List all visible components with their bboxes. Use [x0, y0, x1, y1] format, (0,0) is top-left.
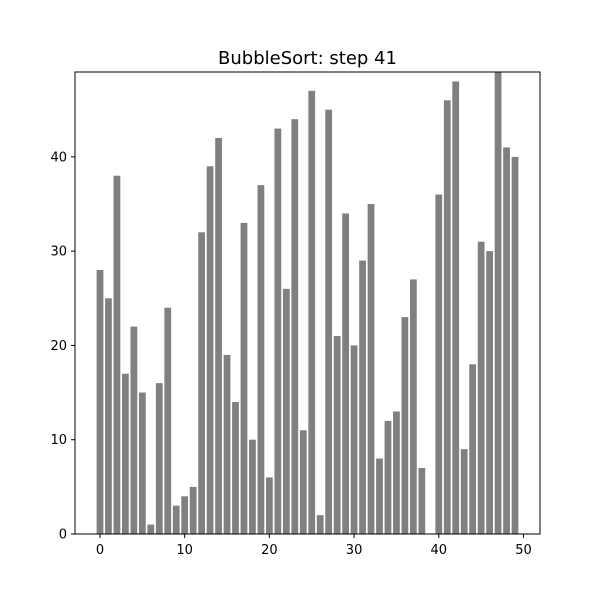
bar — [138, 392, 146, 534]
bar — [122, 373, 129, 534]
bar — [299, 430, 307, 534]
bar — [223, 354, 231, 534]
x-tick-label: 50 — [515, 543, 532, 558]
bar — [282, 288, 290, 534]
bar — [325, 109, 333, 534]
bar — [393, 411, 400, 534]
x-tick-label: 20 — [261, 543, 278, 558]
bar — [274, 128, 282, 535]
bar — [503, 147, 510, 534]
y-tick-label: 0 — [59, 528, 67, 543]
bar — [333, 336, 341, 534]
bar — [257, 185, 265, 534]
bar — [511, 156, 519, 534]
bar — [215, 138, 222, 534]
bar — [308, 90, 316, 534]
chart-title: BubbleSort: step 41 — [218, 48, 397, 69]
y-tick-label: 10 — [50, 433, 67, 448]
y-tick-label: 30 — [50, 245, 67, 260]
bar — [443, 100, 451, 535]
bar — [147, 524, 155, 534]
bar — [452, 81, 460, 534]
bar — [418, 468, 426, 534]
bar — [401, 317, 409, 534]
bar — [384, 420, 392, 534]
bars-layer — [96, 72, 519, 535]
x-tick-label: 0 — [96, 543, 104, 558]
bar — [249, 439, 256, 534]
bar — [316, 515, 324, 534]
y-tick-label: 20 — [50, 339, 67, 354]
bar — [486, 251, 493, 534]
bar — [181, 496, 189, 534]
bar — [206, 166, 214, 535]
bar — [105, 298, 112, 534]
x-tick-label: 40 — [431, 543, 448, 558]
bar — [172, 505, 180, 534]
x-tick-label: 30 — [346, 543, 363, 558]
bar — [265, 477, 273, 534]
bar — [130, 326, 138, 534]
bar — [376, 458, 383, 534]
bar — [155, 383, 163, 534]
bar — [359, 260, 366, 534]
bar — [435, 194, 443, 535]
bar — [350, 345, 358, 534]
bar — [291, 119, 299, 535]
bar — [164, 307, 172, 534]
x-tick-label: 10 — [176, 543, 193, 558]
bar — [494, 72, 502, 534]
bar — [367, 204, 375, 534]
bar — [198, 232, 206, 535]
bar — [342, 213, 350, 534]
bar — [240, 222, 248, 534]
bar — [469, 364, 477, 534]
bar — [113, 175, 121, 534]
plot-frame — [74, 71, 541, 535]
y-tick-label: 40 — [50, 150, 67, 165]
bar — [96, 270, 104, 534]
bar — [189, 486, 197, 534]
bar — [232, 402, 239, 534]
axes-layer: 0 10 20 30 40 50 0 10 20 30 40 — [50, 150, 531, 558]
bar — [409, 279, 417, 534]
bar — [477, 241, 485, 534]
bar — [460, 449, 468, 534]
